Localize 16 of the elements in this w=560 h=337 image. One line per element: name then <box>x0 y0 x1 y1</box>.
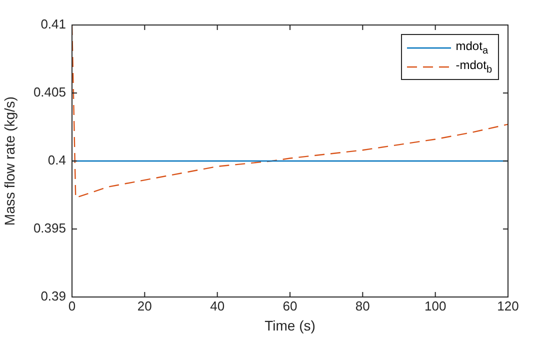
x-tick-label: 20 <box>137 298 152 314</box>
x-tick-label: 80 <box>355 298 370 314</box>
y-tick-label: 0.4 <box>48 152 66 168</box>
x-tick-label: 120 <box>497 298 519 314</box>
x-tick-label: 100 <box>424 298 446 314</box>
y-tick-label: 0.395 <box>33 220 66 236</box>
legend-label: -mdot$_{b}$ <box>456 58 492 76</box>
x-tick-label: 0 <box>68 298 76 314</box>
y-tick-label: 0.39 <box>40 288 66 304</box>
y-tick-label: 0.405 <box>33 84 66 100</box>
x-tick-label: 60 <box>282 298 298 314</box>
legend-label: mdot$_{a}$ <box>456 38 488 56</box>
x-axis-title: Time (s) <box>264 317 316 334</box>
x-tick-label: 40 <box>210 298 225 314</box>
y-axis-title: Mass flow rate (kg/s) <box>1 96 18 226</box>
y-tick-label: 0.41 <box>40 16 66 32</box>
